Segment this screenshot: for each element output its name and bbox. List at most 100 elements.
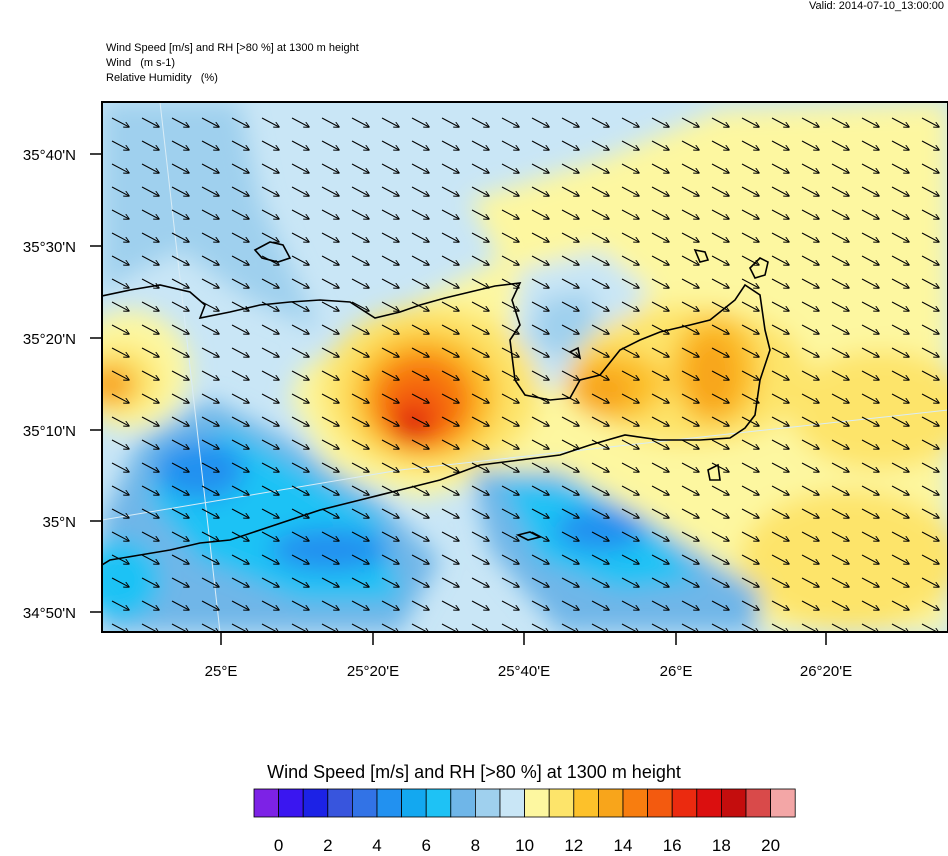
wind-arrow [471,209,489,219]
wind-arrow [921,600,939,610]
wind-arrow [201,209,219,219]
wind-arrow [621,140,639,150]
wind-arrow [711,255,729,265]
wind-arrow [681,186,699,196]
wind-arrow [261,301,279,311]
wind-arrow [111,255,129,265]
wind-arrow [741,232,759,242]
wind-arrow [141,117,159,127]
wind-arrow [711,209,729,219]
wind-arrow [681,485,699,495]
wind-arrow [411,531,429,541]
wind-arrow [111,186,129,196]
wind-arrow [171,301,189,311]
wind-arrow [801,301,819,311]
wind-arrow [741,209,759,219]
wind-arrow [471,163,489,173]
lat-label: 35°30'N [23,239,76,256]
wind-arrow [321,301,339,311]
wind-arrow [351,278,369,288]
lat-label: 35°N [42,514,76,531]
wind-arrow [591,232,609,242]
wind-arrow [471,462,489,472]
wind-arrow [471,301,489,311]
wind-arrow [591,393,609,403]
wind-arrow [831,531,849,541]
wind-arrow [711,393,729,403]
colorbar-swatch [696,788,722,818]
wind-arrow [711,600,729,610]
wind-arrow [261,140,279,150]
wind-arrow [501,232,519,242]
wind-arrow [231,117,249,127]
wind-arrow [291,324,309,334]
wind-arrow [471,117,489,127]
wind-arrow [471,255,489,265]
colorbar-swatch [745,788,772,818]
wind-arrow [591,485,609,495]
wind-arrow [471,600,489,610]
wind-arrow [411,600,429,610]
wind-arrow [861,209,879,219]
wind-arrow [741,577,759,587]
wind-arrow [861,508,879,518]
wind-arrow [531,117,549,127]
wind-arrow [801,117,819,127]
wind-arrow [921,462,939,472]
wind-arrow [891,117,909,127]
wind-arrow [381,117,399,127]
wind-arrow [351,117,369,127]
wind-arrow [921,117,939,127]
wind-arrow [771,209,789,219]
wind-arrow [231,140,249,150]
wind-arrow [381,209,399,219]
wind-arrow [141,163,159,173]
wind-arrow [921,140,939,150]
wind-arrow [231,347,249,357]
wind-arrow [561,301,579,311]
wind-arrow [591,462,609,472]
wind-arrow [381,232,399,242]
wind-arrow [921,554,939,564]
wind-arrow [651,554,669,564]
wind-arrow [411,255,429,265]
colorbar-swatch [647,788,673,818]
wind-arrow [411,416,429,426]
wind-arrow [801,393,819,403]
wind-arrow [921,301,939,311]
wind-arrow [861,278,879,288]
wind-arrow [381,577,399,587]
wind-arrow [591,508,609,518]
wind-arrow [531,232,549,242]
wind-arrow [861,347,879,357]
wind-arrow [501,140,519,150]
wind-arrow [501,255,519,265]
colorbar-swatch [622,788,649,818]
wind-arrow [651,186,669,196]
wind-arrow [291,531,309,541]
wind-arrow [201,531,219,541]
wind-arrow [861,232,879,242]
wind-arrow [651,439,669,449]
wind-arrow [591,186,609,196]
wind-arrow [561,600,579,610]
wind-arrow [831,209,849,219]
wind-arrow [381,508,399,518]
wind-arrow [411,324,429,334]
wind-arrow [291,577,309,587]
wind-arrow [411,393,429,403]
wind-arrow [741,140,759,150]
wind-arrow [861,117,879,127]
wind-field-label: Wind (m s-1) [106,57,176,69]
wind-arrow [471,577,489,587]
wind-arrow [651,600,669,610]
wind-arrow [891,600,909,610]
wind-arrow [351,255,369,265]
wind-arrow [261,232,279,242]
wind-arrow [831,462,849,472]
colorbar-swatch [253,788,280,818]
wind-arrow [201,462,219,472]
wind-arrow [111,577,129,587]
wind-arrow [651,393,669,403]
wind-arrow [291,485,309,495]
